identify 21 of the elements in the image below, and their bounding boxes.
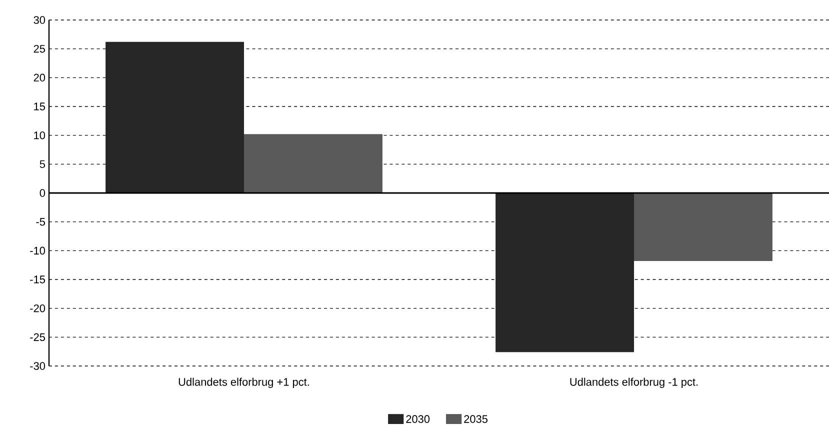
bar: [496, 193, 634, 352]
bar: [106, 42, 244, 193]
x-tick-label: Udlandets elforbrug -1 pct.: [570, 378, 698, 388]
y-tick-label: -10: [30, 246, 46, 255]
y-tick-label: -30: [30, 362, 46, 370]
y-tick-label: 5: [40, 160, 46, 168]
y-tick-label: 20: [34, 74, 46, 82]
y-tick-label: -15: [30, 276, 46, 284]
y-tick-label: 25: [34, 44, 46, 53]
y-tick-label: -25: [30, 333, 46, 342]
bar: [244, 134, 382, 193]
y-tick-label: -5: [36, 218, 46, 226]
y-tick-label: 30: [34, 16, 46, 24]
y-tick-label: 0: [40, 189, 46, 197]
y-tick-label: 10: [34, 131, 46, 140]
bar: [634, 193, 772, 262]
y-tick-label: -20: [30, 304, 46, 312]
x-tick-label: Udlandets elforbrug +1 pct.: [178, 378, 309, 388]
legend-label: 2030: [406, 415, 430, 423]
y-tick-label: 15: [34, 102, 46, 110]
legend-label: 2035: [464, 415, 488, 423]
